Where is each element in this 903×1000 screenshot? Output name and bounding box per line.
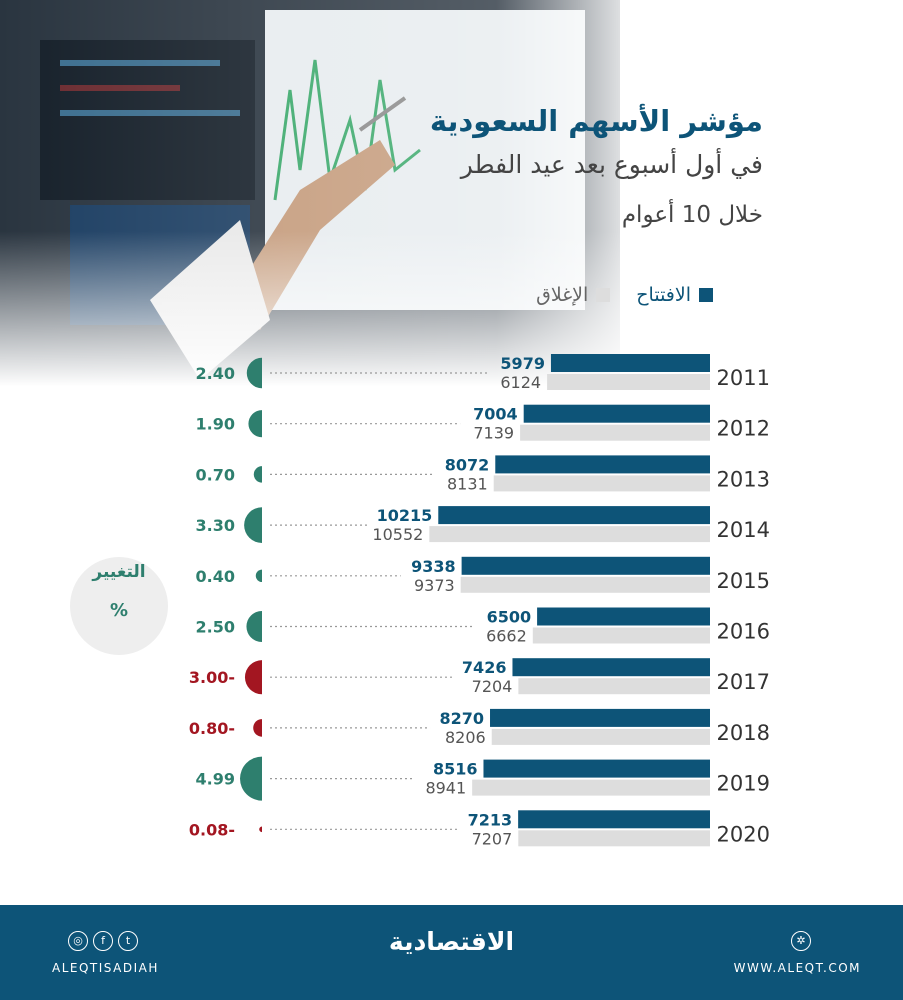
change-label: 4.99 xyxy=(196,770,235,789)
year-label: 2013 xyxy=(717,467,770,491)
value-label-close: 6662 xyxy=(486,627,527,646)
value-label-open: 8072 xyxy=(445,455,490,474)
change-marker xyxy=(246,357,262,389)
year-label: 2019 xyxy=(717,772,770,796)
bar-close xyxy=(520,424,710,441)
twitter-icon[interactable]: t xyxy=(118,931,138,951)
value-label-close: 8941 xyxy=(425,779,466,798)
change-marker xyxy=(253,466,262,483)
value-label-close: 10552 xyxy=(372,525,423,544)
change-marker xyxy=(255,569,262,583)
bar-open xyxy=(512,658,710,677)
change-marker xyxy=(244,507,262,543)
bar-open xyxy=(438,506,710,525)
value-label-open: 9338 xyxy=(411,557,456,576)
footer: ◎ f t ALEQTISADIAH الاقتصادية ✲ WWW.ALEQ… xyxy=(0,905,903,1000)
footer-website[interactable]: WWW.ALEQT.COM xyxy=(733,961,861,975)
change-marker xyxy=(240,756,262,801)
bar-close xyxy=(493,475,710,492)
value-label-open: 7004 xyxy=(473,405,518,424)
value-label-open: 7426 xyxy=(462,658,507,677)
value-label-open: 10215 xyxy=(377,506,433,525)
legend-item-open: الافتتاح xyxy=(636,284,713,306)
bar-close xyxy=(547,374,710,390)
change-label: 1.90 xyxy=(196,415,235,434)
legend: الافتتاح الإغلاق xyxy=(510,284,713,306)
footer-logo: الاقتصادية xyxy=(388,927,515,956)
value-label-close: 9373 xyxy=(414,576,455,595)
bar-open xyxy=(490,708,710,727)
value-label-close: 8131 xyxy=(447,474,488,493)
bar-open xyxy=(461,556,710,575)
bar-close xyxy=(472,779,710,796)
footer-handle: ALEQTISADIAH xyxy=(52,961,159,975)
value-label-open: 7213 xyxy=(468,810,513,829)
value-label-close: 8206 xyxy=(445,728,486,747)
bar-open xyxy=(523,404,710,423)
bar-open xyxy=(550,354,710,372)
bar-open xyxy=(518,810,710,829)
year-label: 2014 xyxy=(717,518,770,542)
legend-label-open: الافتتاح xyxy=(636,284,691,306)
change-label: 2.50 xyxy=(196,618,235,637)
value-label-open: 8270 xyxy=(439,709,484,728)
value-label-close: 7204 xyxy=(472,677,513,696)
change-marker xyxy=(244,660,262,695)
change-marker xyxy=(259,826,262,833)
globe-icon: ✲ xyxy=(791,931,811,951)
change-label: 3.30 xyxy=(196,516,235,535)
facebook-icon[interactable]: f xyxy=(93,931,113,951)
legend-swatch-open xyxy=(699,288,713,302)
change-header-title: التغيير xyxy=(92,562,146,582)
bar-open xyxy=(495,455,710,474)
year-label: 2015 xyxy=(717,569,770,593)
value-label-close: 6124 xyxy=(500,373,541,392)
social-icons: ◎ f t xyxy=(68,931,143,951)
bar-close xyxy=(429,526,710,543)
header-photo xyxy=(0,0,903,420)
year-label: 2017 xyxy=(717,670,770,694)
legend-swatch-close xyxy=(596,288,611,302)
change-marker xyxy=(246,610,262,643)
year-label: 2018 xyxy=(717,721,770,745)
change-label: 0.08- xyxy=(189,820,235,839)
change-marker xyxy=(253,719,262,737)
change-header-circle xyxy=(70,557,168,655)
value-label-open: 5979 xyxy=(500,354,545,373)
change-marker xyxy=(248,410,262,438)
change-label: 2.40 xyxy=(196,364,235,383)
instagram-icon[interactable]: ◎ xyxy=(68,931,88,951)
bar-close xyxy=(518,830,710,847)
year-label: 2016 xyxy=(717,620,770,644)
chart-subtitle: في أول أسبوع بعد عيد الفطر xyxy=(460,150,763,179)
change-label: 0.70 xyxy=(196,465,235,484)
value-label-open: 6500 xyxy=(487,608,532,627)
change-header-unit: % xyxy=(109,600,129,621)
legend-item-close: الإغلاق xyxy=(536,284,611,306)
legend-label-close: الإغلاق xyxy=(536,284,589,306)
bar-close xyxy=(460,576,710,593)
value-label-close: 7139 xyxy=(473,424,514,443)
value-label-open: 8516 xyxy=(433,760,478,779)
chart-period: خلال 10 أعوام xyxy=(621,202,763,228)
change-label: 3.00- xyxy=(189,668,235,687)
year-label: 2011 xyxy=(717,366,770,390)
chart-title: مؤشر الأسهم السعودية xyxy=(429,104,763,138)
change-label: 0.80- xyxy=(189,719,235,738)
bar-close xyxy=(518,678,710,695)
bar-close xyxy=(532,627,710,644)
value-label-close: 7207 xyxy=(472,829,513,848)
year-label: 2012 xyxy=(717,417,770,441)
change-label: 0.40 xyxy=(196,567,235,586)
bar-open xyxy=(537,607,710,626)
year-label: 2020 xyxy=(717,822,770,846)
bar-close xyxy=(491,728,710,745)
bar-open xyxy=(483,759,710,778)
